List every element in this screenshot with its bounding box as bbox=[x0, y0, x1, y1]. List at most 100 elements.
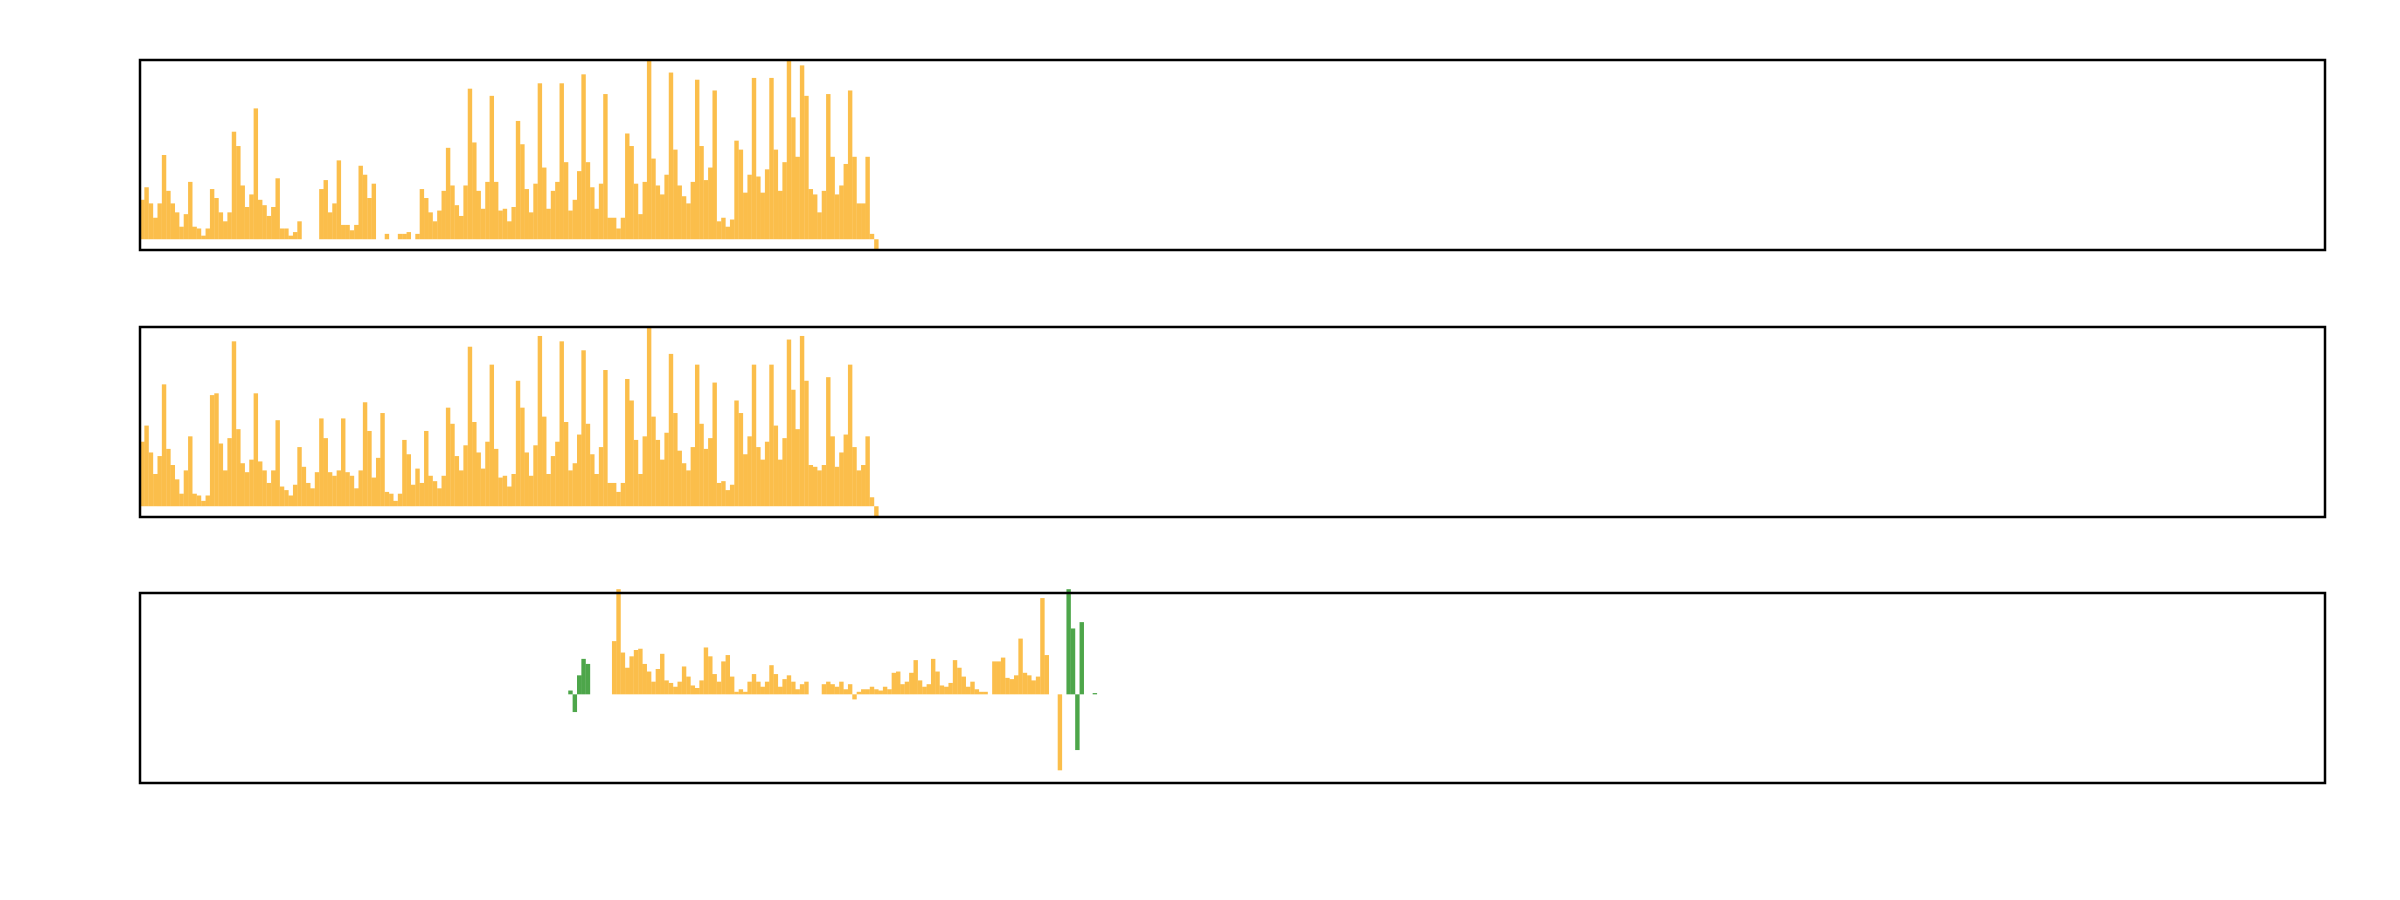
bar bbox=[384, 491, 390, 507]
bar bbox=[546, 208, 551, 240]
bar bbox=[694, 364, 700, 507]
bar bbox=[778, 686, 783, 695]
bar bbox=[970, 681, 975, 695]
bar bbox=[581, 350, 586, 507]
bar bbox=[847, 684, 853, 695]
bar bbox=[694, 79, 700, 240]
bar bbox=[441, 190, 446, 240]
bar bbox=[1000, 657, 1006, 695]
bar bbox=[616, 491, 621, 507]
bar bbox=[611, 217, 617, 240]
bar bbox=[507, 486, 512, 507]
bar bbox=[502, 475, 508, 507]
bar bbox=[769, 665, 774, 695]
bar bbox=[843, 163, 848, 240]
bar bbox=[834, 194, 840, 240]
bar bbox=[253, 393, 259, 507]
bar bbox=[646, 671, 652, 695]
bar bbox=[354, 488, 359, 507]
panel-1 bbox=[138, 58, 2327, 252]
bar bbox=[572, 199, 578, 240]
bar bbox=[673, 413, 678, 507]
bar bbox=[174, 479, 180, 507]
bar bbox=[620, 482, 626, 507]
bar bbox=[638, 473, 643, 507]
bar bbox=[865, 156, 870, 240]
bar bbox=[467, 346, 473, 507]
bar bbox=[843, 434, 848, 507]
bar bbox=[279, 228, 285, 240]
bar bbox=[743, 691, 748, 695]
bar bbox=[856, 203, 862, 240]
bar bbox=[769, 364, 774, 507]
bar bbox=[677, 450, 682, 507]
bar bbox=[668, 682, 674, 695]
panel-2 bbox=[138, 325, 2327, 519]
bar bbox=[638, 214, 643, 240]
bar bbox=[1035, 676, 1041, 695]
bar bbox=[306, 482, 311, 507]
bar bbox=[236, 429, 241, 507]
bar bbox=[629, 656, 634, 695]
bar bbox=[900, 684, 905, 695]
bar bbox=[406, 232, 411, 240]
bar bbox=[568, 690, 573, 695]
bar bbox=[240, 185, 245, 240]
bar bbox=[572, 463, 578, 507]
bar bbox=[520, 407, 525, 507]
bar bbox=[611, 482, 617, 507]
bar bbox=[428, 475, 433, 507]
bar bbox=[493, 181, 499, 240]
bar bbox=[590, 454, 595, 507]
bar bbox=[826, 681, 831, 695]
bar bbox=[542, 167, 547, 240]
bar bbox=[961, 676, 966, 695]
bar bbox=[493, 448, 499, 507]
bar bbox=[979, 691, 984, 695]
bar bbox=[345, 472, 350, 507]
bar bbox=[699, 423, 704, 507]
bar bbox=[681, 666, 687, 695]
bar bbox=[856, 691, 862, 695]
bar bbox=[861, 689, 866, 695]
bar bbox=[144, 425, 149, 507]
bar bbox=[655, 669, 661, 695]
bar bbox=[869, 497, 875, 507]
bar bbox=[1066, 589, 1071, 695]
bar bbox=[703, 180, 709, 240]
bar bbox=[598, 447, 604, 507]
bar bbox=[716, 482, 722, 507]
bar bbox=[778, 459, 783, 507]
bar bbox=[467, 88, 473, 240]
bar bbox=[629, 146, 634, 240]
bar bbox=[419, 189, 425, 240]
bar bbox=[288, 495, 293, 507]
bar bbox=[1079, 622, 1084, 695]
bar bbox=[974, 689, 980, 695]
bar bbox=[271, 206, 276, 240]
bar bbox=[240, 463, 245, 507]
bar bbox=[751, 364, 757, 507]
bar bbox=[808, 189, 814, 240]
bar bbox=[463, 185, 468, 240]
bar bbox=[882, 686, 888, 695]
bar bbox=[625, 667, 630, 695]
bar bbox=[874, 239, 879, 250]
series-1 bbox=[611, 589, 1063, 771]
bar bbox=[140, 199, 145, 240]
bar bbox=[852, 694, 857, 700]
bar bbox=[944, 686, 949, 695]
bar bbox=[878, 690, 883, 695]
bar bbox=[454, 205, 460, 240]
bar bbox=[677, 681, 682, 695]
bar bbox=[734, 400, 739, 507]
panel-3 bbox=[138, 589, 2327, 785]
bar bbox=[528, 212, 534, 240]
bar bbox=[1031, 680, 1036, 695]
bar bbox=[214, 198, 219, 240]
bar bbox=[437, 210, 442, 240]
bar bbox=[284, 490, 289, 507]
bar bbox=[996, 661, 1001, 695]
bar bbox=[528, 475, 534, 507]
